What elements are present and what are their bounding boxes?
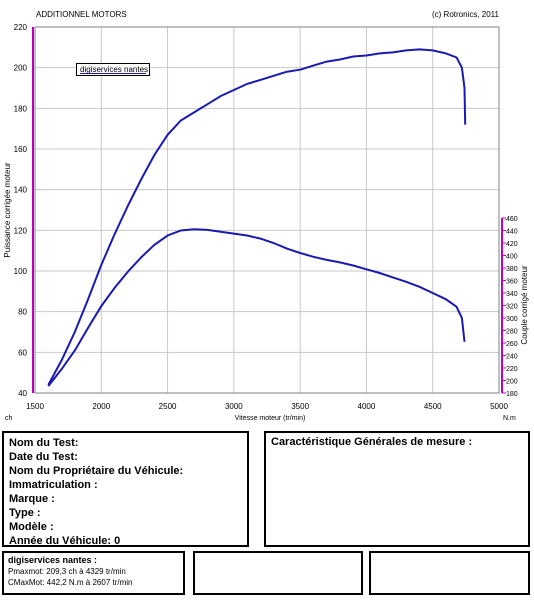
copyright: (c) Rotronics, 2011 <box>432 10 499 19</box>
y-left-tick-label: 40 <box>18 389 27 398</box>
y-right-tick-label: 180 <box>506 391 518 398</box>
y-right-tick-label: 240 <box>506 354 518 361</box>
legend-label: digiservices nantes <box>80 65 149 74</box>
y-right-tick-label: 340 <box>506 291 518 298</box>
chart-legend: digiservices nantes <box>76 63 150 76</box>
test-date-field: Date du Test: <box>9 451 78 463</box>
x-unit-left: ch <box>5 415 13 422</box>
results-summary-panel: digiservices nantes : Pmaxmot: 209,3 ch … <box>2 551 185 595</box>
x-tick-label: 1500 <box>26 402 44 411</box>
y-right-tick-label: 380 <box>506 266 518 273</box>
summary-title: digiservices nantes : <box>8 555 98 565</box>
torque-curve <box>47 228 466 387</box>
max-torque-value: CMaxMot: 442,2 N.m à 2607 tr/min <box>8 578 133 587</box>
x-tick-label: 2500 <box>159 402 177 411</box>
x-tick-label: 5000 <box>490 402 508 411</box>
y-right-tick-label: 400 <box>506 254 518 261</box>
y-left-label: Puissance corrigée moteur <box>3 162 12 257</box>
empty-panel-1 <box>193 551 363 595</box>
y-right-tick-label: 260 <box>506 341 518 348</box>
y-left-tick-label: 100 <box>14 267 28 276</box>
power-torque-chart: 1500 2000 2500 3000 3500 4000 4500 5000 40 60 80 1… <box>3 23 529 422</box>
chart-series <box>47 48 467 387</box>
x-unit-right: N.m <box>503 415 516 422</box>
test-name-field: Nom du Test: <box>9 437 79 449</box>
y-right-tick-label: 280 <box>506 329 518 336</box>
brand-field: Marque : <box>9 493 55 505</box>
y-left-tick-label: 180 <box>14 104 28 113</box>
power-curve <box>47 48 467 386</box>
y-left-tick-label: 80 <box>18 308 27 317</box>
x-tick-label: 3500 <box>291 402 309 411</box>
y-right-tick-label: 420 <box>506 241 518 248</box>
y-left-tick-label: 160 <box>14 145 28 154</box>
measurement-characteristics-panel: Caractéristique Générales de mesure : <box>264 431 530 547</box>
y-right-label: Couple corrigé moteur <box>520 265 529 344</box>
x-tick-label: 4000 <box>358 402 376 411</box>
y-right-tick-label: 220 <box>506 366 518 373</box>
test-info-panel: Nom du Test: Date du Test: Nom du Propri… <box>2 431 249 547</box>
x-tick-labels: 1500 2000 2500 3000 3500 4000 4500 5000 <box>26 402 508 411</box>
report-title: ADDITIONNEL MOTORS <box>36 10 127 19</box>
y-left-tick-label: 60 <box>18 348 27 357</box>
max-power-value: Pmaxmot: 209,3 ch à 4329 tr/min <box>8 567 126 576</box>
year-field: Année du Véhicule: 0 <box>9 535 121 547</box>
y-right-tick-label: 460 <box>506 216 518 223</box>
y-left-tick-label: 220 <box>14 23 28 32</box>
x-tick-label: 3000 <box>225 402 243 411</box>
chart-grid <box>34 26 500 394</box>
registration-field: Immatriculation : <box>9 479 98 491</box>
empty-panel-2 <box>369 551 530 595</box>
x-axis-label: Vitesse moteur (tr/min) <box>235 415 306 422</box>
y-right-tick-label: 440 <box>506 229 518 236</box>
plot-frame <box>34 26 500 394</box>
y-right-tick-label: 200 <box>506 379 518 386</box>
left-tick-labels: 40 60 80 100 120 140 160 180 200 220 <box>14 23 28 398</box>
y-left-tick-label: 200 <box>14 64 28 73</box>
y-right-tick-label: 360 <box>506 279 518 286</box>
x-tick-label: 4500 <box>424 402 442 411</box>
measurement-characteristics-title: Caractéristique Générales de mesure : <box>271 436 473 448</box>
legend-swatch <box>80 73 146 74</box>
y-right-tick-label: 300 <box>506 316 518 323</box>
x-tick-label: 2000 <box>92 402 110 411</box>
y-left-tick-label: 120 <box>14 226 28 235</box>
y-right-tick-label: 320 <box>506 304 518 311</box>
right-tick-labels: 180 200 220 240 260 280 300 320 340 360 380 400 420 4… <box>502 216 518 398</box>
y-left-tick-label: 140 <box>14 186 28 195</box>
type-field: Type : <box>9 507 41 519</box>
owner-field: Nom du Propriétaire du Véhicule: <box>9 465 184 477</box>
model-field: Modèle : <box>9 521 54 533</box>
